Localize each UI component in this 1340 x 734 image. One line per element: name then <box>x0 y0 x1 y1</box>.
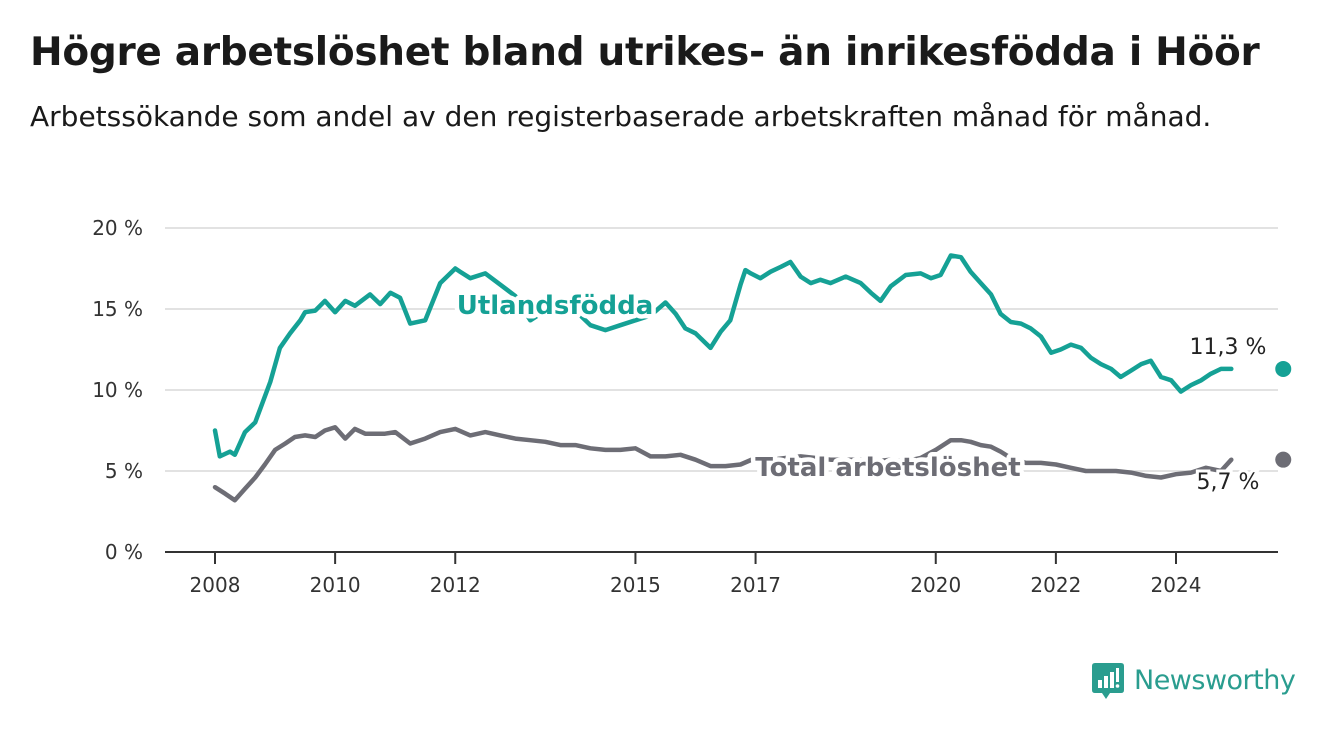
y-tick-label: 15 % <box>92 297 143 321</box>
y-tick-label: 5 % <box>105 459 143 483</box>
newsworthy-logo: Newsworthy <box>1088 660 1296 700</box>
brand-name: Newsworthy <box>1134 664 1296 696</box>
x-tick-label: 2010 <box>310 573 361 597</box>
series-labels: Utlandsfödda Total arbetslöshet 11,3 % 5,7 … <box>452 287 1269 499</box>
chart-subtitle: Arbetssökande som andel av den registerb… <box>30 100 1212 133</box>
x-tick-label: 2017 <box>730 573 781 597</box>
newsworthy-logo-icon <box>1092 663 1124 699</box>
series-end-label: 11,3 % <box>1190 335 1267 360</box>
x-tick-label: 2022 <box>1030 573 1081 597</box>
y-tick-label: 20 % <box>92 216 143 240</box>
x-tick-label: 2008 <box>190 573 241 597</box>
series-label: Total arbetslöshet <box>755 453 1020 483</box>
grid: 0 % 5 % 10 % 15 % 20 % 2008 2010 2012 2015 2017 20… <box>92 216 1278 597</box>
y-tick-label: 10 % <box>92 378 143 402</box>
series-line <box>212 253 1234 459</box>
series-end-label: 5,7 % <box>1197 470 1260 495</box>
x-tick-label: 2020 <box>910 573 961 597</box>
chart-title: Högre arbetslöshet bland utrikes- än inr… <box>30 30 1260 75</box>
series-label: Utlandsfödda <box>457 291 654 321</box>
x-tick-label: 2024 <box>1151 573 1202 597</box>
series-end-point <box>1275 360 1292 377</box>
y-tick-label: 0 % <box>105 540 143 564</box>
series-line <box>212 425 1234 503</box>
series-end-point <box>1275 451 1292 468</box>
series-lines <box>212 253 1292 503</box>
x-tick-label: 2015 <box>610 573 661 597</box>
x-tick-label: 2012 <box>430 573 481 597</box>
